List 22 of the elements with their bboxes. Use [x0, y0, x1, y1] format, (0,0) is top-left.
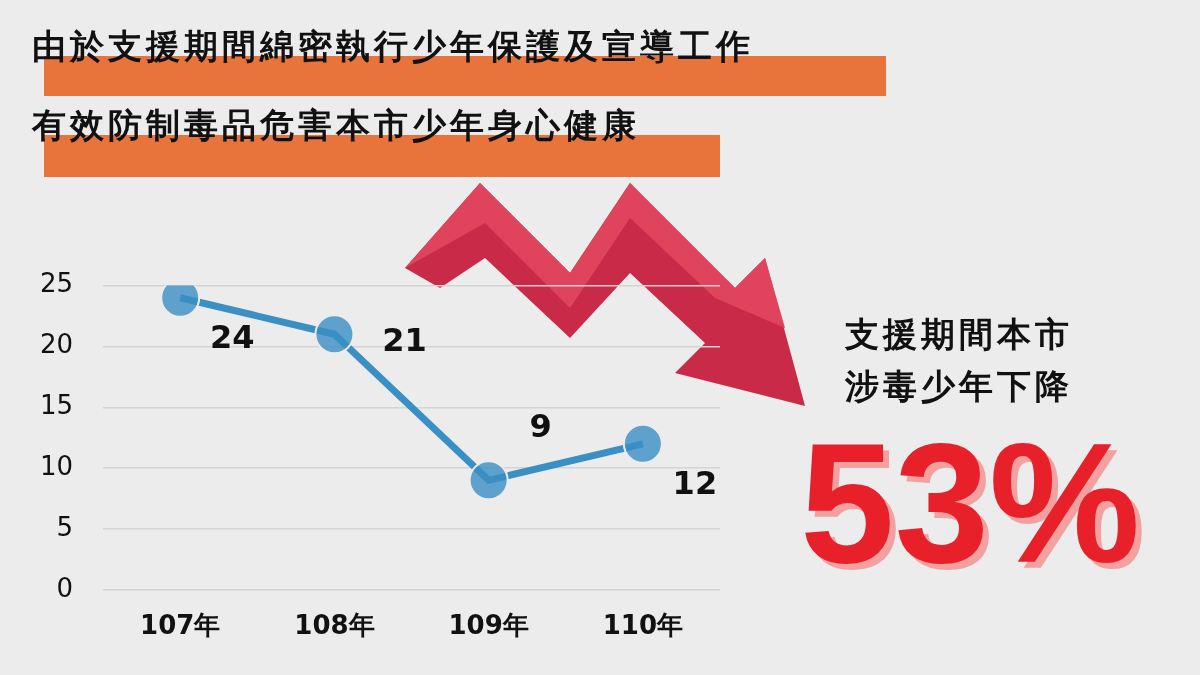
text: 53% [800, 408, 1141, 598]
text: 支援期間本市 [845, 313, 1073, 356]
y-tick-label: 25 [39, 268, 74, 299]
y-tick-label: 20 [39, 329, 74, 360]
y-tick-label: 10 [39, 450, 74, 481]
y-tick-label: 0 [56, 572, 74, 603]
point [314, 314, 355, 355]
x-tick-label: 108年 [294, 610, 375, 641]
point [622, 423, 663, 464]
x-tick-label: 107年 [140, 610, 221, 641]
data-label: 21 [382, 320, 427, 359]
chart-title: 由於支援期間綿密執行少年保護及宣導工作 [32, 25, 754, 68]
data-label: 9 [529, 406, 552, 445]
point [468, 460, 509, 501]
x-tick-label: 109年 [448, 610, 529, 641]
y-tick-label: 15 [39, 390, 74, 421]
x-tick-label: 110年 [602, 610, 684, 641]
y-tick-label: 5 [56, 511, 74, 542]
data-label: 12 [672, 464, 718, 503]
text: 涉毒少年下降 [845, 366, 1073, 406]
data-label: 24 [209, 318, 255, 357]
chart-subtitle: 有效防制毒品危害本市少年身心健康 [32, 104, 640, 147]
